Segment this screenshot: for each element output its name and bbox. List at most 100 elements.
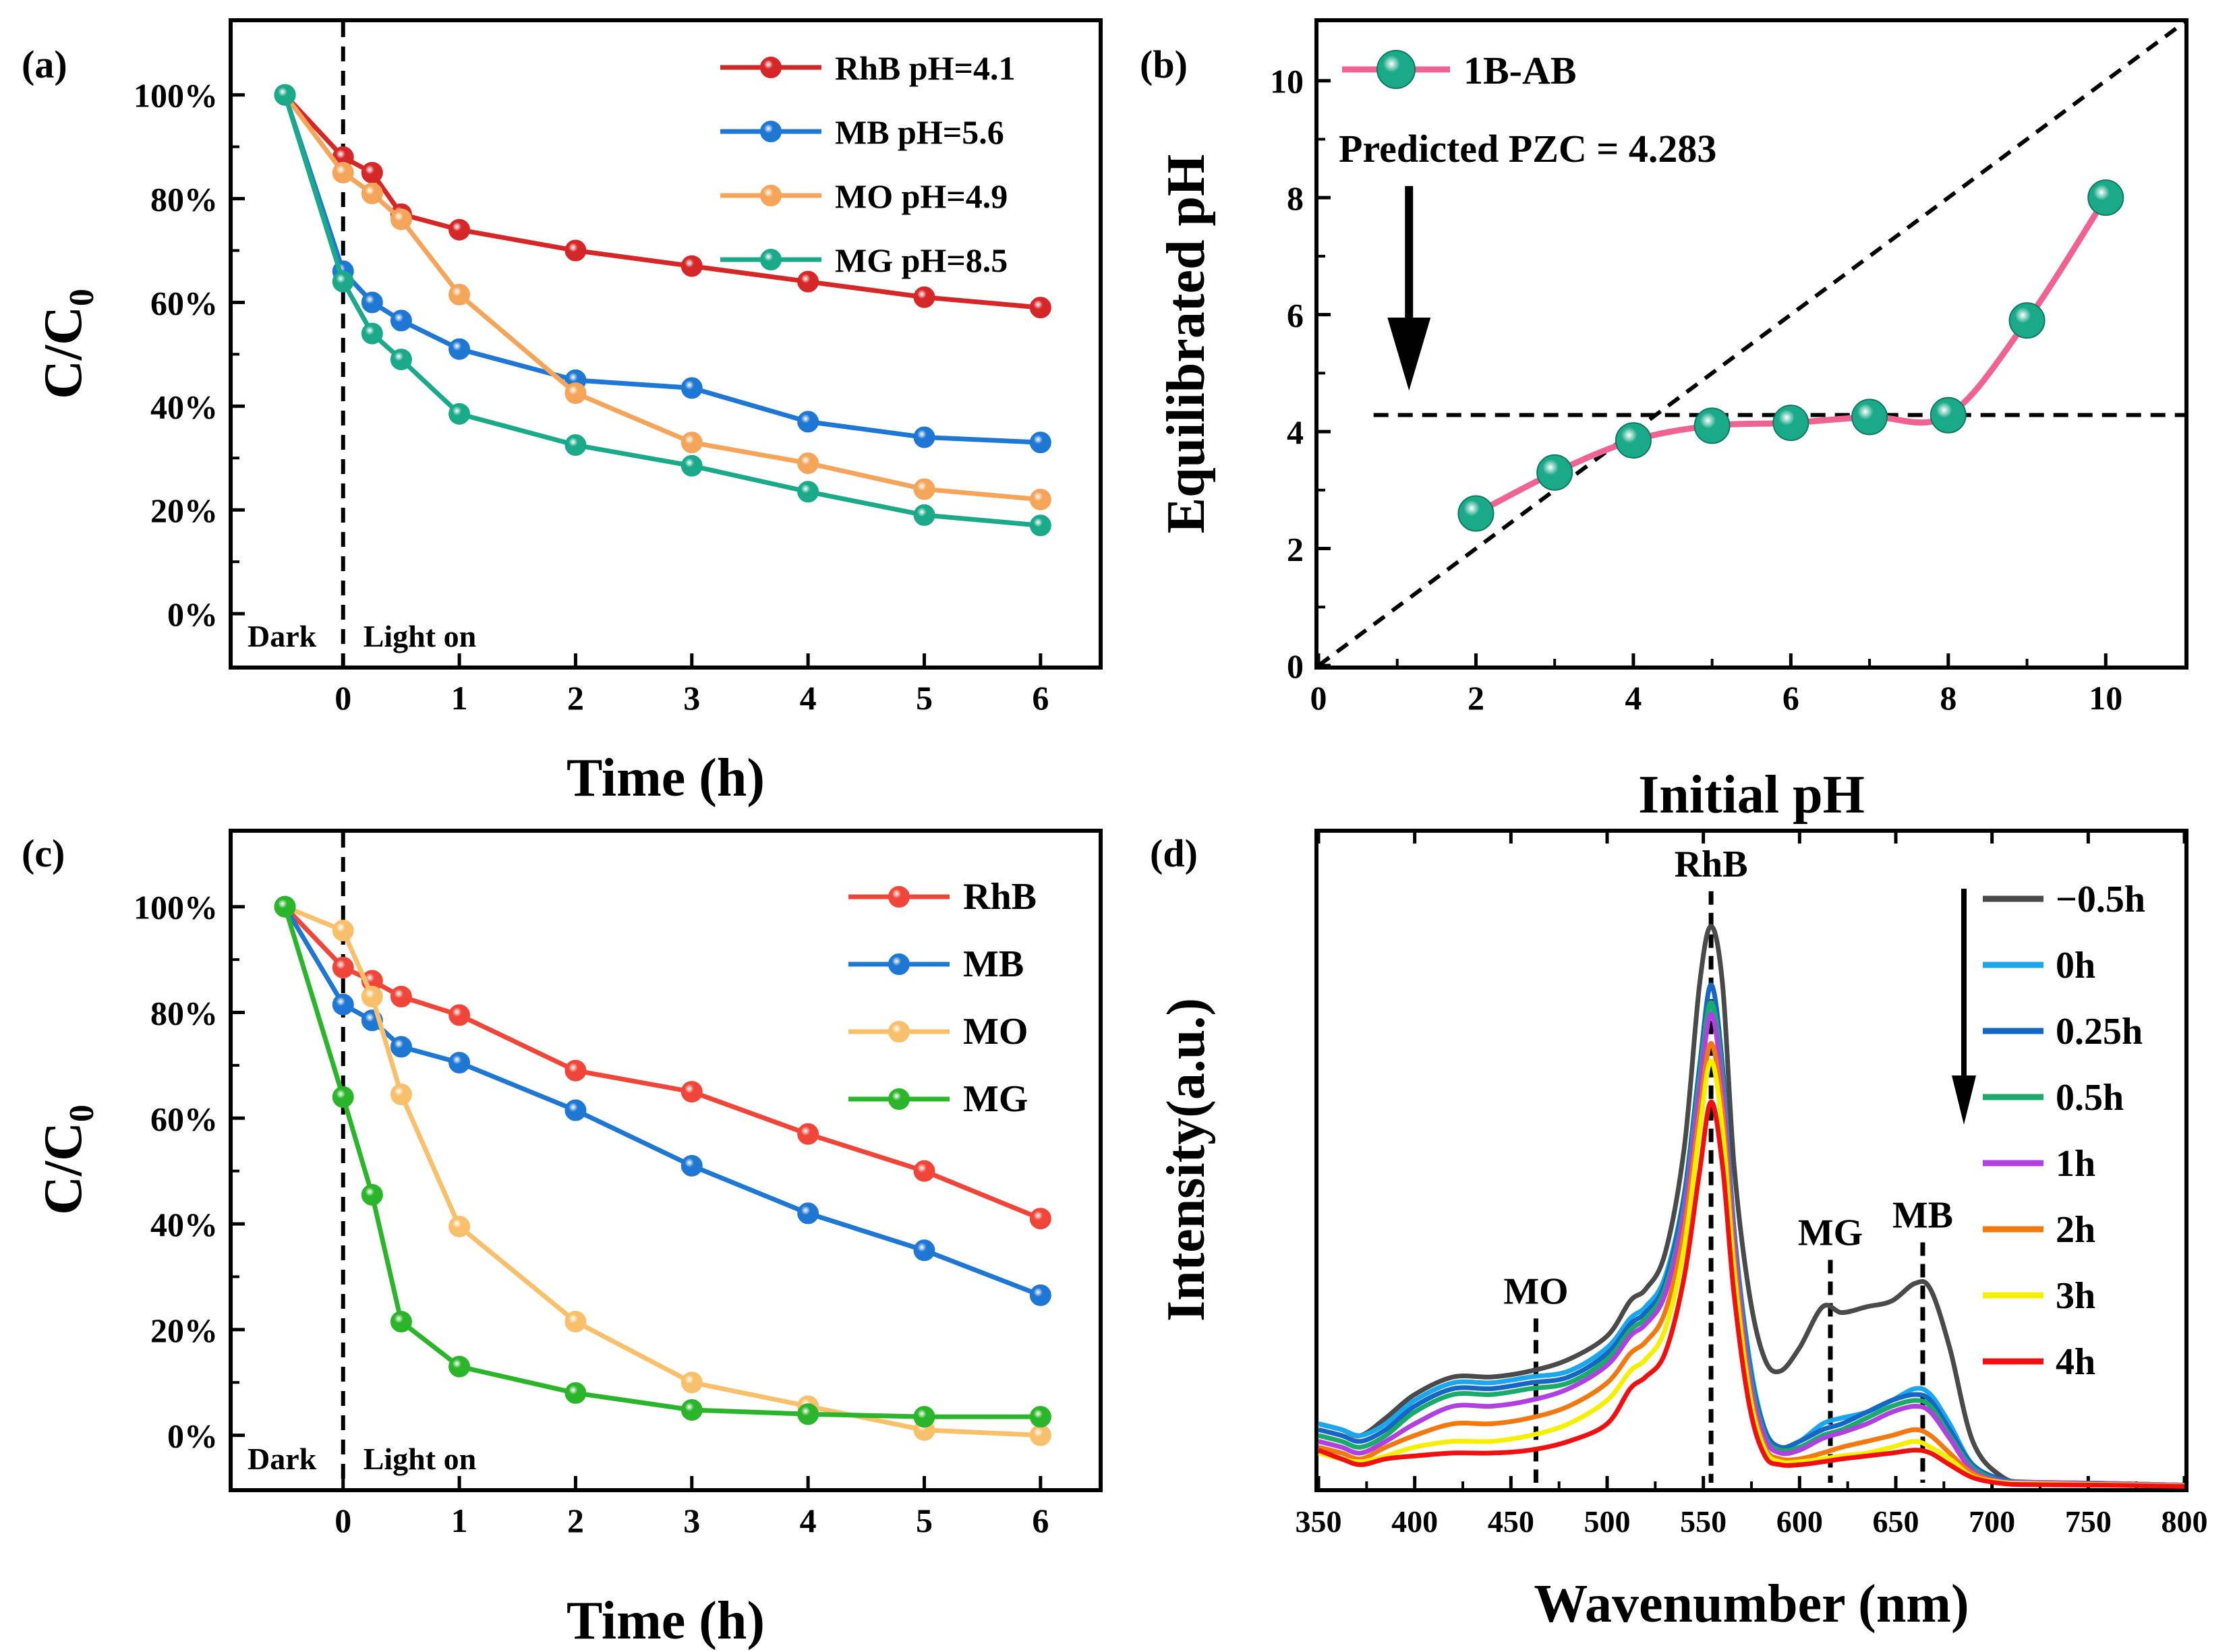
x-tick-label: 1 (451, 679, 468, 717)
panel-c-ylabel-sub: 0 (63, 1104, 101, 1122)
data-point (680, 1371, 703, 1394)
peak-marker-label: MG (1798, 1212, 1863, 1254)
legend-label: 1B-AB (1463, 49, 1577, 92)
legend-marker (888, 1088, 910, 1110)
legend-marker (888, 1021, 910, 1042)
y-tick-label: 4 (1287, 413, 1304, 451)
data-point (448, 1051, 471, 1073)
legend-label: MB (963, 943, 1024, 985)
panel-b-frame (1314, 18, 2188, 670)
series-line-RhB (283, 905, 1042, 1221)
data-point (332, 956, 354, 978)
y-tick-label: 100% (134, 77, 218, 115)
data-point (680, 1081, 703, 1103)
legend-label: 0.5h (2056, 1077, 2124, 1119)
y-tick-label: 80% (150, 181, 218, 218)
data-point (1029, 297, 1051, 319)
data-point (1029, 1424, 1051, 1446)
peak-marker-label: MO (1503, 1270, 1568, 1312)
data-point (797, 1403, 819, 1425)
x-tick-label: 0 (1310, 679, 1327, 717)
legend-marker (760, 185, 782, 206)
panel-a-xlabel: Time (h) (567, 748, 765, 808)
panel-c-frame (229, 829, 1103, 1492)
y-tick-label: 8 (1287, 179, 1304, 217)
legend-label: 2h (2056, 1209, 2095, 1251)
data-point (332, 162, 354, 184)
data-point (2087, 179, 2124, 216)
panel-b-label: (b) (1140, 42, 1188, 86)
panel-d-ylabel: Intensity(a.u.) (1157, 998, 1216, 1322)
data-point (564, 434, 587, 456)
data-point (1029, 1284, 1051, 1306)
series-line-MG (283, 906, 1041, 1419)
legend-marker (1376, 50, 1416, 89)
x-tick-label: 450 (1488, 1504, 1534, 1539)
y-tick-label: 2 (1287, 531, 1304, 568)
x-tick-label: 5 (916, 1502, 933, 1539)
series-line-MO (283, 93, 1041, 502)
data-point (1772, 405, 1809, 442)
spectrum-line (1317, 1099, 2185, 1489)
y-tick-label: 80% (150, 995, 218, 1032)
x-tick-label: 8 (1940, 679, 1956, 717)
legend-marker (888, 886, 910, 908)
y-tick-label: 0% (167, 1417, 218, 1455)
data-point (797, 452, 819, 474)
panel-b-annotation: Predicted PZC = 4.283 (1339, 127, 1716, 171)
x-tick-label: 6 (1782, 679, 1799, 717)
time-arrow-head (1952, 1075, 1976, 1125)
data-point (448, 1215, 471, 1237)
spectrum-line (1318, 924, 2185, 1488)
y-tick-label: 6 (1287, 297, 1304, 334)
panel-c-xlabel: Time (h) (567, 1591, 765, 1651)
x-tick-label: 0 (335, 1502, 351, 1539)
x-tick-label: 700 (1969, 1504, 2015, 1539)
legend-label: RhB pH=4.1 (835, 49, 1015, 87)
peak-marker-label: RhB (1675, 844, 1748, 885)
legend-marker (760, 121, 782, 142)
series-line-MO (284, 904, 1041, 1438)
x-tick-label: 2 (567, 1502, 584, 1539)
data-point (797, 411, 819, 433)
data-point (1693, 407, 1731, 444)
legend-label: MO pH=4.9 (835, 177, 1008, 215)
panel-c-marks: 0 1 2 3 4 5 60%20%40%60%80%100%Dark Light onRhB… (134, 833, 1051, 1539)
data-point (390, 1036, 412, 1058)
panel-d: (d) 350 400 450 500 550 600 650 700 750 800 MO RhB M… (1150, 829, 2208, 1634)
data-point (913, 1406, 935, 1428)
data-point (680, 1398, 703, 1421)
x-tick-label: 750 (2065, 1504, 2112, 1539)
x-tick-label: 550 (1680, 1504, 1727, 1539)
data-point (448, 283, 471, 305)
data-point (390, 349, 412, 371)
x-tick-label: 500 (1584, 1504, 1631, 1539)
legend-label: 0h (2056, 945, 2095, 986)
data-point (390, 309, 412, 332)
data-point (680, 454, 703, 477)
data-point (913, 478, 935, 500)
x-tick-label: 2 (567, 679, 584, 717)
light-on-label: Light on (364, 1442, 476, 1476)
panel-d-frame (1314, 829, 2188, 1492)
spectrum-line (1318, 1058, 2185, 1489)
data-point (332, 1086, 354, 1108)
legend-label: 1h (2056, 1143, 2095, 1185)
x-tick-label: 6 (1032, 1502, 1049, 1539)
panel-a-frame (229, 18, 1103, 670)
x-tick-label: 2 (1468, 679, 1484, 717)
legend-marker (760, 57, 782, 78)
dark-label: Dark (248, 1442, 317, 1476)
data-point (1029, 1208, 1051, 1230)
data-point (390, 1311, 412, 1333)
panel-b: (b) 0 2 4 6 8 10 0 2 4 6 8 10 1B-AB Initial pH Equil… (1140, 18, 2188, 825)
legend-marker (760, 249, 782, 270)
legend-label: 0.25h (2056, 1011, 2143, 1053)
x-tick-label: 0 (335, 679, 351, 717)
x-tick-label: 4 (1625, 679, 1642, 717)
data-point (1615, 422, 1652, 459)
series-line-MB (283, 94, 1041, 445)
x-tick-label: 10 (2089, 679, 2122, 717)
legend-label: 4h (2056, 1341, 2095, 1383)
